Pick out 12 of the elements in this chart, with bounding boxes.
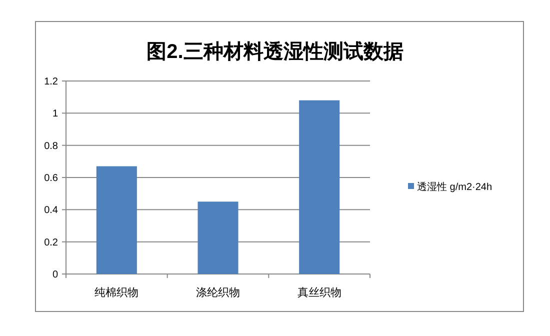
y-tick-label: 0.8	[44, 140, 58, 152]
x-tick-label: 纯棉织物	[94, 287, 139, 299]
chart-title: 图2.三种材料透湿性测试数据	[146, 40, 404, 63]
y-tick-label: 1.2	[44, 76, 58, 88]
y-tick-label: 0.6	[44, 173, 58, 184]
y-tick-label: 1	[52, 108, 58, 120]
y-tick-label: 0.2	[44, 237, 58, 248]
x-tick-label: 涤纶织物	[196, 287, 240, 299]
y-tick-label: 0	[52, 270, 58, 280]
y-tick-label: 0.4	[44, 205, 58, 216]
legend-label: 透湿性 g/m2·24h	[417, 181, 492, 193]
x-tick-label: 真丝织物	[297, 286, 342, 299]
